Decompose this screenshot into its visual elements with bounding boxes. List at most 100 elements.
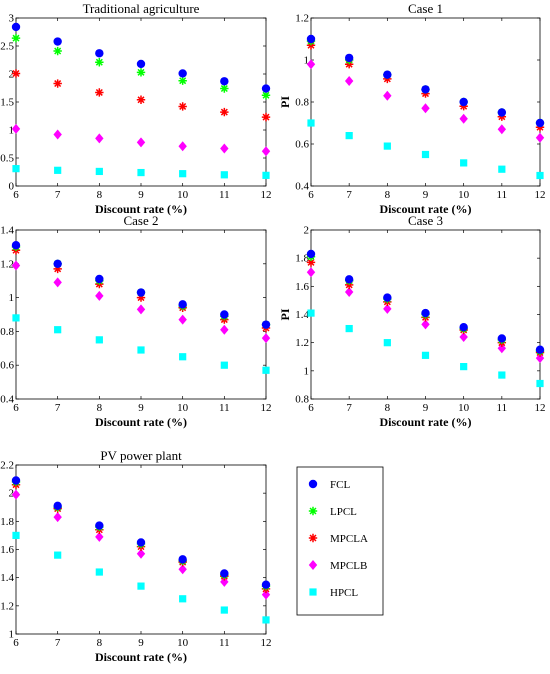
y-tick-label: 2 — [9, 488, 15, 500]
series-hpcl — [307, 119, 544, 180]
data-point-fcl — [178, 555, 187, 564]
y-tick-label: 0.5 — [0, 153, 14, 165]
data-point-mpclb — [11, 123, 21, 134]
data-point-hpcl — [95, 336, 103, 344]
data-point-mpclb — [421, 103, 430, 114]
data-point-fcl — [95, 49, 104, 58]
data-point-mpclb — [136, 304, 146, 315]
data-point-mpcla — [95, 88, 104, 97]
data-point-mpclb — [344, 286, 354, 297]
x-tick-label: 8 — [97, 402, 103, 414]
x-tick-label: 10 — [177, 402, 189, 414]
series-mpcla — [11, 480, 271, 594]
legend: FCL LPCL MPCLA MPCLB HPCL — [296, 466, 384, 616]
data-point-mpclb — [53, 512, 62, 523]
data-point-fcl — [178, 300, 187, 309]
data-point-hpcl — [421, 150, 430, 159]
data-point-mpcla — [136, 293, 146, 302]
chart-panel-2: Case 1 6 7 8 9 10 11 12 0.4 0.6 0.8 1 1.2 Discount ra… — [278, 1, 546, 216]
y-tick-label: 1.6 — [295, 281, 309, 293]
x-tick-label: 8 — [385, 189, 391, 201]
x-tick-label: 7 — [346, 402, 352, 414]
data-point-hpcl — [307, 119, 315, 127]
x-tick-label: 8 — [97, 189, 103, 201]
legend-label-mpclb: MPCLB — [330, 560, 367, 572]
data-point-hpcl — [498, 371, 506, 379]
y-tick-label: 1.8 — [295, 253, 309, 265]
data-point-fcl — [261, 84, 271, 93]
chart-panel-1: Traditional agriculture 6 7 8 9 10 11 12 0 0.5 1 1.… — [0, 1, 271, 216]
data-point-hpcl — [536, 171, 544, 180]
data-point-hpcl — [95, 167, 103, 176]
y-tick-label: 1.2 — [0, 600, 14, 612]
x-tick-label: 8 — [385, 402, 391, 414]
series-mpcla — [306, 258, 545, 357]
data-point-mpclb — [459, 113, 468, 124]
data-point-mpclb — [178, 141, 187, 152]
data-point-mpclb — [421, 319, 430, 330]
data-point-fcl — [344, 53, 354, 63]
data-point-fcl — [220, 77, 229, 86]
x-tick-label: 7 — [55, 637, 61, 649]
y-tick-label: 0 — [9, 181, 15, 193]
data-point-mpcla — [261, 112, 271, 122]
x-tick-label: 9 — [138, 189, 144, 201]
x-tick-label: 9 — [423, 402, 429, 414]
legend-marker-hpcl — [309, 588, 317, 596]
data-point-hpcl — [383, 339, 391, 347]
data-point-mpclb — [220, 143, 229, 154]
x-tick-label: 11 — [497, 402, 508, 414]
data-point-hpcl — [262, 366, 270, 374]
chart-title: Case 2 — [123, 213, 158, 228]
data-point-fcl — [178, 69, 187, 78]
data-point-fcl — [95, 521, 104, 530]
data-point-hpcl — [137, 346, 145, 354]
data-point-hpcl — [220, 361, 228, 369]
y-tick-label: 0.4 — [295, 181, 309, 193]
chart-panel-5: PV power plant 6 7 8 9 10 11 12 1 1.2 1.4 1.6 1.8 2 2.… — [0, 448, 271, 664]
series-lpcl — [306, 252, 545, 356]
legend-label-mpcla: MPCLA — [330, 533, 368, 545]
data-point-hpcl — [498, 165, 506, 173]
data-point-fcl — [220, 569, 229, 578]
data-point-fcl — [306, 249, 316, 259]
x-tick-label: 12 — [535, 402, 546, 414]
data-point-mpcla — [178, 102, 187, 111]
series-lpcl — [11, 33, 271, 100]
data-point-fcl — [220, 310, 229, 319]
data-point-hpcl — [12, 531, 20, 540]
data-point-mpclb — [261, 333, 271, 344]
data-point-fcl — [53, 259, 62, 268]
series-hpcl — [12, 165, 270, 179]
data-point-hpcl — [307, 309, 315, 317]
data-point-fcl — [421, 308, 430, 318]
data-point-fcl — [497, 334, 507, 343]
x-axis-label: Discount rate (%) — [95, 650, 187, 664]
data-point-mpcla — [220, 107, 229, 117]
series-mpclb — [306, 59, 545, 143]
data-point-fcl — [535, 118, 545, 128]
legend-marker-fcl — [308, 479, 318, 489]
y-tick-label: 1.2 — [295, 13, 309, 25]
legend-marker-mpclb — [308, 560, 318, 570]
data-point-hpcl — [179, 353, 187, 361]
data-point-hpcl — [220, 171, 228, 179]
y-tick-label: 2.2 — [0, 460, 14, 472]
data-point-fcl — [53, 501, 62, 511]
series-mpclb — [11, 123, 271, 157]
series-fcl — [11, 476, 271, 589]
x-tick-label: 7 — [346, 189, 352, 201]
chart-title: Case 1 — [408, 1, 443, 16]
data-point-lpcl — [220, 84, 229, 93]
x-tick-label: 12 — [535, 189, 546, 201]
x-tick-label: 8 — [97, 637, 103, 649]
x-tick-label: 11 — [219, 637, 230, 649]
data-point-fcl — [53, 37, 62, 46]
series-lpcl — [11, 477, 271, 591]
data-point-hpcl — [220, 606, 228, 614]
y-tick-label: 1.4 — [0, 572, 14, 584]
data-point-mpclb — [136, 137, 146, 148]
x-axis-label: Discount rate (%) — [95, 415, 187, 429]
y-tick-label: 1 — [304, 55, 310, 67]
data-point-hpcl — [95, 568, 103, 576]
